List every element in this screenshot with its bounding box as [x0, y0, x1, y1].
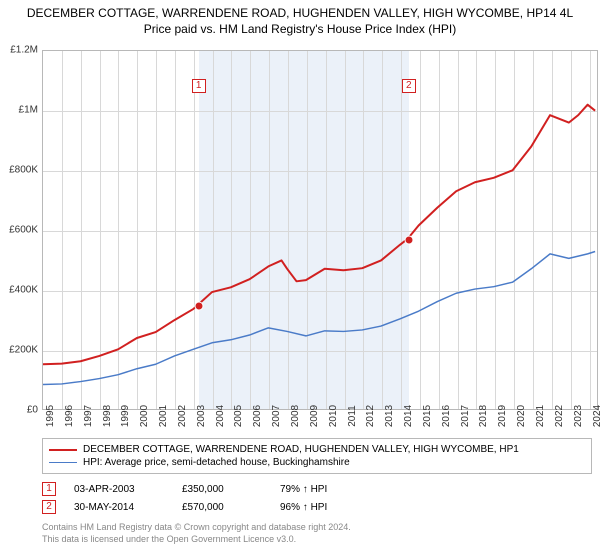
legend: DECEMBER COTTAGE, WARRENDENE ROAD, HUGHE… [42, 438, 592, 474]
x-axis-label: 1998 [102, 405, 113, 427]
x-axis-label: 1997 [83, 405, 94, 427]
sale-row: 2 30-MAY-2014 £570,000 96% ↑ HPI [42, 498, 360, 516]
y-axis-label: £1M [2, 105, 38, 116]
plot-area: 12 [43, 51, 597, 409]
x-axis-label: 2018 [478, 405, 489, 427]
sale-hpi: 79% ↑ HPI [280, 484, 360, 495]
sale-marker-dot [194, 302, 203, 311]
chart-title: DECEMBER COTTAGE, WARRENDENE ROAD, HUGHE… [0, 0, 600, 22]
x-axis-label: 2021 [535, 405, 546, 427]
sale-row: 1 03-APR-2003 £350,000 79% ↑ HPI [42, 480, 360, 498]
x-axis-label: 2011 [347, 405, 358, 427]
x-axis-label: 2015 [422, 405, 433, 427]
attribution: Contains HM Land Registry data © Crown c… [42, 522, 351, 545]
y-axis-label: £800K [2, 165, 38, 176]
y-axis-label: £1.2M [2, 45, 38, 56]
x-axis-label: 2017 [460, 405, 471, 427]
chart-area: 12 [42, 50, 598, 410]
x-axis-label: 2016 [441, 405, 452, 427]
legend-label: DECEMBER COTTAGE, WARRENDENE ROAD, HUGHE… [83, 444, 519, 455]
x-axis-label: 2006 [252, 405, 263, 427]
x-axis-label: 2007 [271, 405, 282, 427]
x-axis-label: 2008 [290, 405, 301, 427]
attribution-line: Contains HM Land Registry data © Crown c… [42, 522, 351, 534]
sale-marker-box: 2 [402, 79, 416, 93]
x-axis-label: 2010 [328, 405, 339, 427]
x-axis-label: 2020 [516, 405, 527, 427]
x-axis-label: 2012 [365, 405, 376, 427]
x-axis-label: 2022 [554, 405, 565, 427]
sale-date: 03-APR-2003 [74, 484, 164, 495]
x-axis-label: 1995 [45, 405, 56, 427]
sale-marker-box: 1 [192, 79, 206, 93]
sale-price: £350,000 [182, 484, 262, 495]
sale-date: 30-MAY-2014 [74, 502, 164, 513]
line-svg [43, 51, 597, 409]
chart-subtitle: Price paid vs. HM Land Registry's House … [0, 22, 600, 38]
y-axis-label: £0 [2, 405, 38, 416]
sale-row-marker: 1 [42, 482, 56, 496]
y-axis-label: £600K [2, 225, 38, 236]
x-axis-label: 2004 [215, 405, 226, 427]
sale-price: £570,000 [182, 502, 262, 513]
x-axis-label: 2001 [158, 405, 169, 427]
x-axis-label: 1999 [120, 405, 131, 427]
x-axis-label: 2000 [139, 405, 150, 427]
attribution-line: This data is licensed under the Open Gov… [42, 534, 351, 546]
legend-label: HPI: Average price, semi-detached house,… [83, 457, 350, 468]
x-axis-label: 2002 [177, 405, 188, 427]
x-axis-label: 2009 [309, 405, 320, 427]
sale-hpi: 96% ↑ HPI [280, 502, 360, 513]
x-axis-label: 2024 [592, 405, 600, 427]
legend-swatch [49, 449, 77, 451]
x-axis-label: 2013 [384, 405, 395, 427]
legend-swatch [49, 462, 77, 463]
x-axis-label: 2005 [233, 405, 244, 427]
sales-table: 1 03-APR-2003 £350,000 79% ↑ HPI 2 30-MAY-201… [42, 480, 360, 516]
x-axis-label: 2014 [403, 405, 414, 427]
x-axis-label: 2003 [196, 405, 207, 427]
sale-marker-dot [404, 236, 413, 245]
sale-row-marker: 2 [42, 500, 56, 514]
legend-item: DECEMBER COTTAGE, WARRENDENE ROAD, HUGHE… [49, 443, 585, 456]
y-axis-label: £200K [2, 345, 38, 356]
x-axis-label: 1996 [64, 405, 75, 427]
y-axis-label: £400K [2, 285, 38, 296]
legend-item: HPI: Average price, semi-detached house,… [49, 456, 585, 469]
x-axis-label: 2023 [573, 405, 584, 427]
series-line-december_cottage [43, 105, 595, 365]
x-axis-label: 2019 [497, 405, 508, 427]
